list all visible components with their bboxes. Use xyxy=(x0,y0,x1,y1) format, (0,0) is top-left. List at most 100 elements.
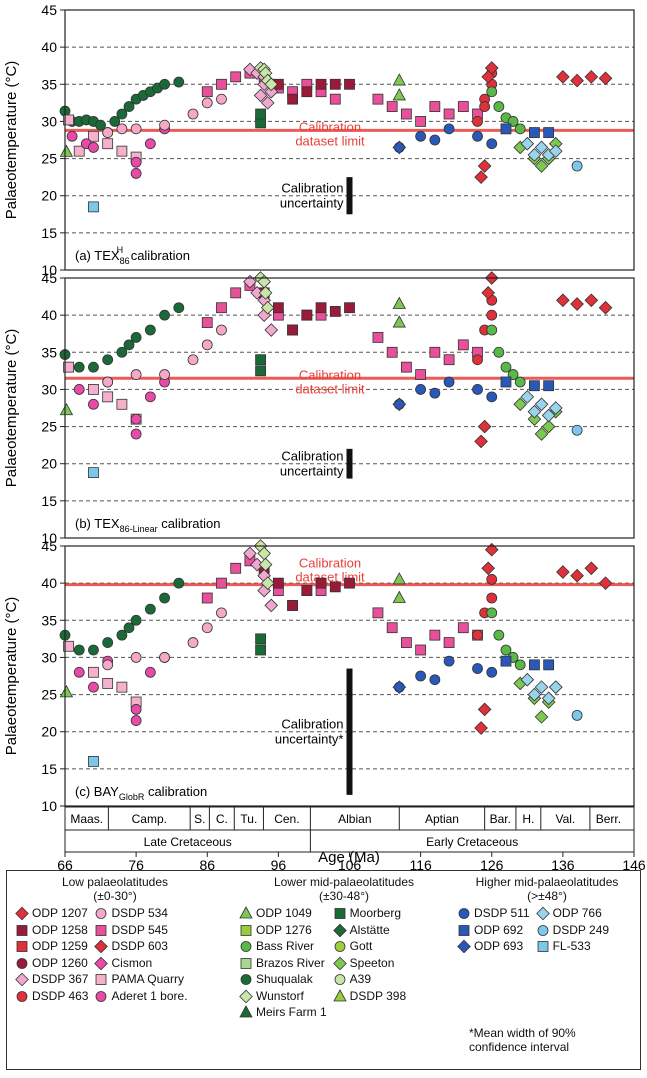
legend-marker-icon xyxy=(535,906,550,921)
data-point xyxy=(201,97,213,109)
data-point xyxy=(486,592,498,604)
data-point xyxy=(88,384,99,395)
data-point xyxy=(102,127,114,138)
data-point xyxy=(173,302,185,314)
data-point xyxy=(481,561,496,576)
legend-marker-icon xyxy=(457,939,471,954)
data-point xyxy=(116,398,128,410)
stage-label: Tu. xyxy=(240,812,257,826)
legend-label: A39 xyxy=(349,972,372,987)
data-point xyxy=(73,666,85,678)
uncertainty-bar xyxy=(346,448,353,479)
data-point xyxy=(474,721,488,735)
data-point xyxy=(415,670,427,682)
y-tick-label: 25 xyxy=(41,687,57,703)
data-point xyxy=(386,346,398,358)
data-point xyxy=(415,130,427,142)
data-point xyxy=(443,655,455,667)
data-point xyxy=(584,561,599,576)
legend-marker xyxy=(334,908,346,920)
data-point xyxy=(123,101,135,112)
legend-item: Bass River xyxy=(239,938,327,955)
stage-label: Bar. xyxy=(490,812,511,826)
legend-footnote-line: *Mean width of 90% xyxy=(469,1026,576,1040)
data-point xyxy=(392,140,407,155)
data-point xyxy=(520,672,535,687)
data-point xyxy=(258,286,273,300)
legend-label: ODP 1276 xyxy=(256,922,312,937)
data-point xyxy=(400,637,412,648)
data-point xyxy=(230,71,242,83)
data-point xyxy=(260,96,275,110)
data-point xyxy=(216,93,227,105)
data-point xyxy=(243,546,257,561)
legend-label: DSDP 463 xyxy=(32,988,89,1003)
legend-columns: ODP 1049 ODP 1276 Bass River Brazos River Sh… xyxy=(239,905,449,1021)
stage-label: Aptian xyxy=(425,812,459,826)
data-point xyxy=(598,71,613,86)
data-point xyxy=(392,397,407,412)
data-point xyxy=(109,116,121,127)
legend-label: ODP 1260 xyxy=(32,955,88,970)
data-point xyxy=(201,317,213,328)
panel-title: (a) TEX86H calibration xyxy=(75,245,190,266)
stage-label: C. xyxy=(216,812,228,826)
legend-item: DSDP 463 xyxy=(15,988,88,1005)
legend-marker xyxy=(332,956,347,970)
legend-column: DSDP 511 ODP 692 ODP 693 xyxy=(457,905,530,955)
legend-label: FL-533 xyxy=(552,939,591,954)
data-point xyxy=(400,108,412,120)
data-point xyxy=(130,715,142,726)
uncertainty-label: uncertainty xyxy=(280,196,344,211)
legend-group-subtitle: (>±48°) xyxy=(527,889,567,903)
legend-group-title: Low palaeolatitudes xyxy=(61,875,169,889)
data-point xyxy=(571,709,583,721)
data-point xyxy=(500,361,512,373)
legend-item: ODP 1276 xyxy=(239,922,327,939)
data-point xyxy=(260,576,275,590)
panel-frame xyxy=(64,277,635,539)
legend-marker xyxy=(332,923,347,937)
stage-label: Albian xyxy=(338,812,371,826)
data-point xyxy=(88,467,99,479)
data-point xyxy=(520,136,535,151)
legend-marker xyxy=(240,957,252,969)
data-point xyxy=(260,300,275,315)
data-point xyxy=(130,332,142,343)
data-point xyxy=(556,565,570,579)
data-point xyxy=(255,354,266,366)
legend-marker xyxy=(96,908,107,920)
legend-label: ODP 1259 xyxy=(32,939,88,954)
data-point xyxy=(130,156,142,168)
legend-item: DSDP 603 xyxy=(94,938,187,955)
data-point xyxy=(472,116,483,127)
legend-label: Gott xyxy=(349,939,373,954)
epoch-label: Late Cretaceous xyxy=(144,835,232,849)
data-point xyxy=(548,680,563,694)
data-point xyxy=(474,434,488,449)
data-point xyxy=(474,170,488,184)
data-point xyxy=(287,93,299,105)
legend-label: DSDP 249 xyxy=(552,922,610,937)
data-point xyxy=(216,577,227,589)
data-point xyxy=(534,397,549,412)
legend-marker-icon xyxy=(16,990,28,1002)
data-point xyxy=(144,138,156,150)
data-point xyxy=(88,644,99,656)
legend-marker-icon xyxy=(332,988,347,1002)
panel-title-subscript: GlobR xyxy=(119,792,145,802)
data-point xyxy=(63,114,74,126)
legend-marker xyxy=(94,956,109,970)
data-point xyxy=(534,159,549,173)
data-point xyxy=(571,160,583,172)
data-point xyxy=(159,119,170,131)
data-point xyxy=(493,101,505,112)
data-point xyxy=(415,384,427,395)
legend-marker-icon xyxy=(332,956,347,970)
legend-label: Wunstorf xyxy=(256,988,304,1003)
data-point xyxy=(486,666,498,678)
legend-marker-icon xyxy=(334,941,346,953)
data-point xyxy=(392,73,406,86)
legend-group-lower-mid: Lower mid-palaeolatitudes (±30-48°) ODP … xyxy=(239,875,449,1021)
legend-column: ODP 1049 ODP 1276 Bass River Brazos River Sh… xyxy=(239,905,327,1021)
